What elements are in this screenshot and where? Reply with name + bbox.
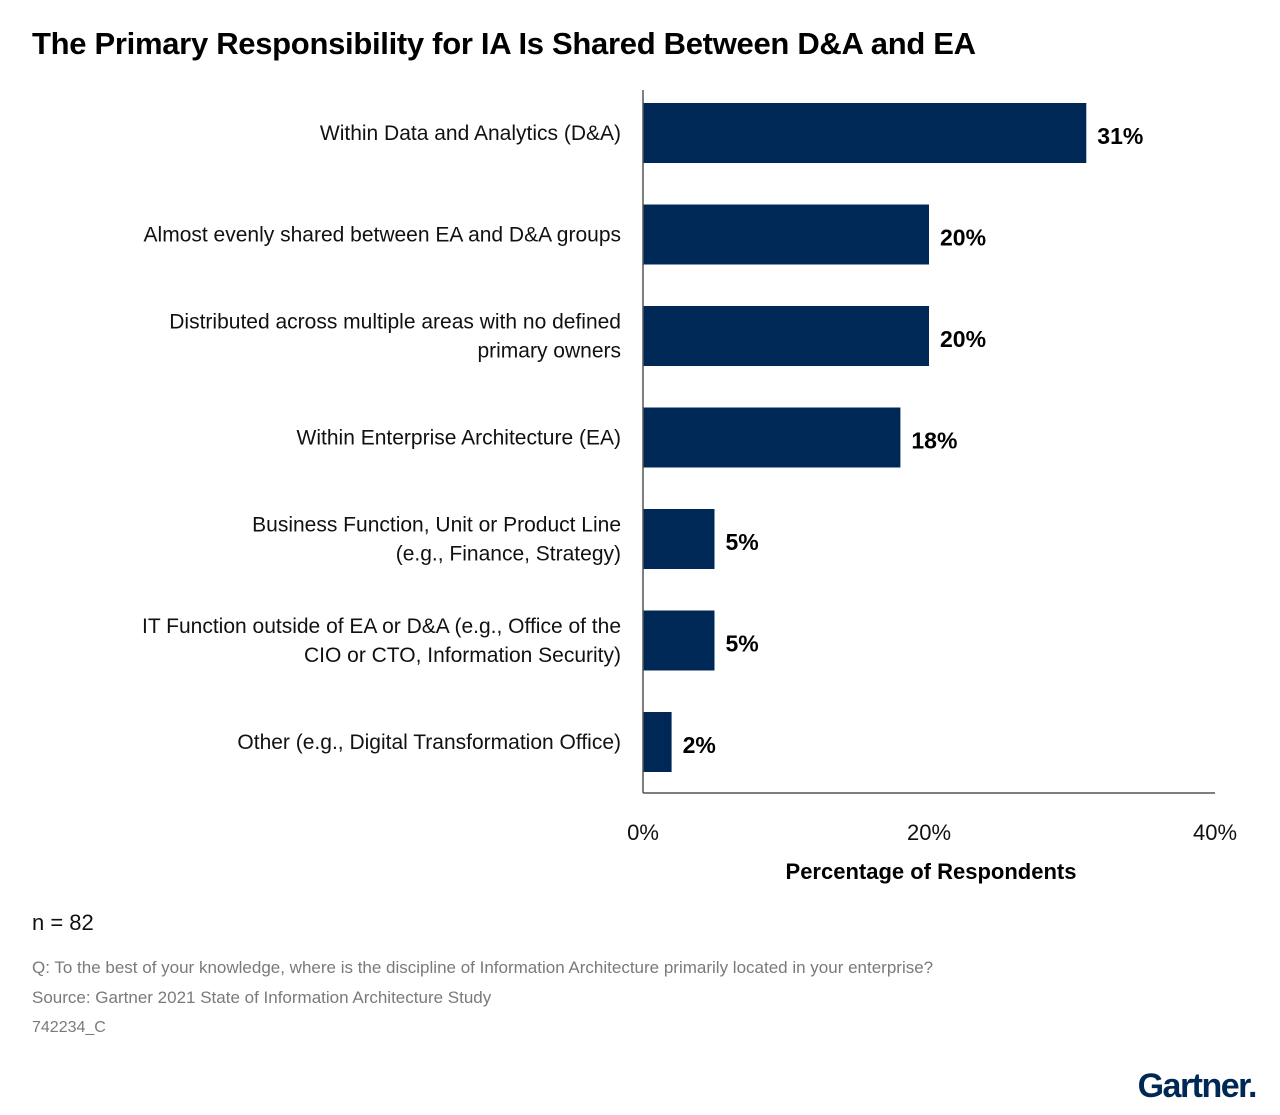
document-id: 742234_C <box>32 1019 106 1036</box>
category-label-line: Distributed across multiple areas with n… <box>169 311 621 334</box>
logo-dot: . <box>1248 1067 1257 1105</box>
value-labels: 31% 20% 20% 18% 5% 5% 2% <box>683 123 1144 758</box>
category-label-4: Business Function, Unit or Product Line (… <box>252 514 621 566</box>
category-label-0: Within Data and Analytics (D&A) <box>320 122 621 145</box>
x-tick-labels: 0% 20% 40% <box>627 820 1237 845</box>
bar-1 <box>643 204 929 265</box>
category-label-line: Business Function, Unit or Product Line <box>252 514 621 537</box>
source-note: Source: Gartner 2021 State of Informatio… <box>32 988 492 1007</box>
category-label-line: CIO or CTO, Information Security) <box>304 644 621 667</box>
bar-5 <box>643 610 715 671</box>
category-label-3: Within Enterprise Architecture (EA) <box>297 427 621 450</box>
bar-0 <box>643 103 1087 163</box>
category-label-line: Within Enterprise Architecture (EA) <box>297 427 621 450</box>
gartner-logo: Gartner. <box>1137 1067 1258 1106</box>
category-labels: Within Data and Analytics (D&A) Almost ev… <box>142 122 621 754</box>
value-label-6: 2% <box>683 732 716 758</box>
survey-question: Q: To the best of your knowledge, where … <box>32 958 934 977</box>
bar-4 <box>643 509 715 569</box>
category-label-line: Almost evenly shared between EA and D&A … <box>144 224 621 247</box>
bars-layer <box>643 103 1087 772</box>
sample-size-note: n = 82 <box>32 910 94 935</box>
category-label-line: (e.g., Finance, Strategy) <box>396 543 621 566</box>
x-tick-label-1: 20% <box>907 820 951 845</box>
chart-title: The Primary Responsibility for IA Is Sha… <box>32 26 976 61</box>
category-label-1: Almost evenly shared between EA and D&A … <box>144 224 621 247</box>
category-label-2: Distributed across multiple areas with n… <box>169 311 621 363</box>
bar-6 <box>643 712 672 772</box>
category-label-6: Other (e.g., Digital Transformation Offi… <box>237 731 621 754</box>
category-label-line: Within Data and Analytics (D&A) <box>320 122 621 145</box>
value-label-0: 31% <box>1097 123 1143 149</box>
bar-chart: Within Data and Analytics (D&A) Almost ev… <box>142 90 1237 884</box>
category-label-5: IT Function outside of EA or D&A (e.g., … <box>142 615 621 667</box>
category-label-line: Other (e.g., Digital Transformation Offi… <box>237 731 621 754</box>
category-label-line: IT Function outside of EA or D&A (e.g., … <box>142 615 621 638</box>
bar-3 <box>643 407 901 468</box>
bar-2 <box>643 306 929 366</box>
value-label-3: 18% <box>911 428 957 454</box>
value-label-5: 5% <box>726 631 759 657</box>
value-label-2: 20% <box>940 326 986 352</box>
value-label-4: 5% <box>726 529 759 555</box>
category-label-line: primary owners <box>477 340 621 363</box>
x-axis-title: Percentage of Respondents <box>786 859 1077 884</box>
logo-text: Gartner <box>1137 1067 1250 1105</box>
x-tick-label-2: 40% <box>1193 820 1237 845</box>
value-label-1: 20% <box>940 225 986 251</box>
x-tick-label-0: 0% <box>627 820 659 845</box>
